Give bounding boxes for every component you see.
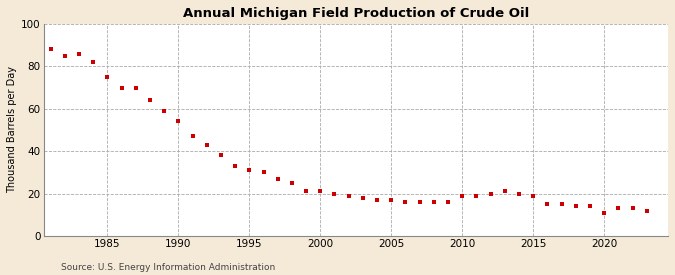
Point (627, 206, 638, 211)
Point (300, 189, 311, 194)
Point (641, 208, 652, 213)
Point (130, 85, 141, 90)
Point (400, 200, 411, 204)
Point (173, 119, 184, 124)
Y-axis label: Thousand Barrels per Day: Thousand Barrels per Day (7, 67, 17, 193)
Point (286, 181, 297, 185)
Point (585, 204, 595, 208)
Point (514, 191, 524, 196)
Point (315, 189, 326, 194)
Point (272, 177, 283, 181)
Point (485, 191, 496, 196)
Point (443, 200, 454, 204)
Point (74, 51, 84, 56)
Point (500, 189, 510, 194)
Point (386, 198, 397, 202)
Point (457, 194, 468, 198)
Point (116, 85, 127, 90)
Point (329, 191, 340, 196)
Point (215, 153, 226, 158)
Point (414, 200, 425, 204)
Point (358, 196, 369, 200)
Point (59, 54, 70, 58)
Point (599, 210, 610, 215)
Point (144, 98, 155, 103)
Point (45, 47, 56, 51)
Point (429, 200, 439, 204)
Point (159, 109, 169, 113)
Point (102, 75, 113, 79)
Point (542, 202, 553, 207)
Point (258, 170, 269, 175)
Point (88, 60, 99, 64)
Point (570, 204, 581, 208)
Point (372, 198, 383, 202)
Point (556, 202, 567, 207)
Point (230, 164, 240, 168)
Point (344, 194, 354, 198)
Title: Annual Michigan Field Production of Crude Oil: Annual Michigan Field Production of Crud… (183, 7, 529, 20)
Point (471, 194, 482, 198)
Point (613, 206, 624, 211)
Point (528, 194, 539, 198)
Point (201, 143, 212, 147)
Point (244, 168, 254, 172)
Text: Source: U.S. Energy Information Administration: Source: U.S. Energy Information Administ… (61, 263, 275, 272)
Point (187, 134, 198, 139)
